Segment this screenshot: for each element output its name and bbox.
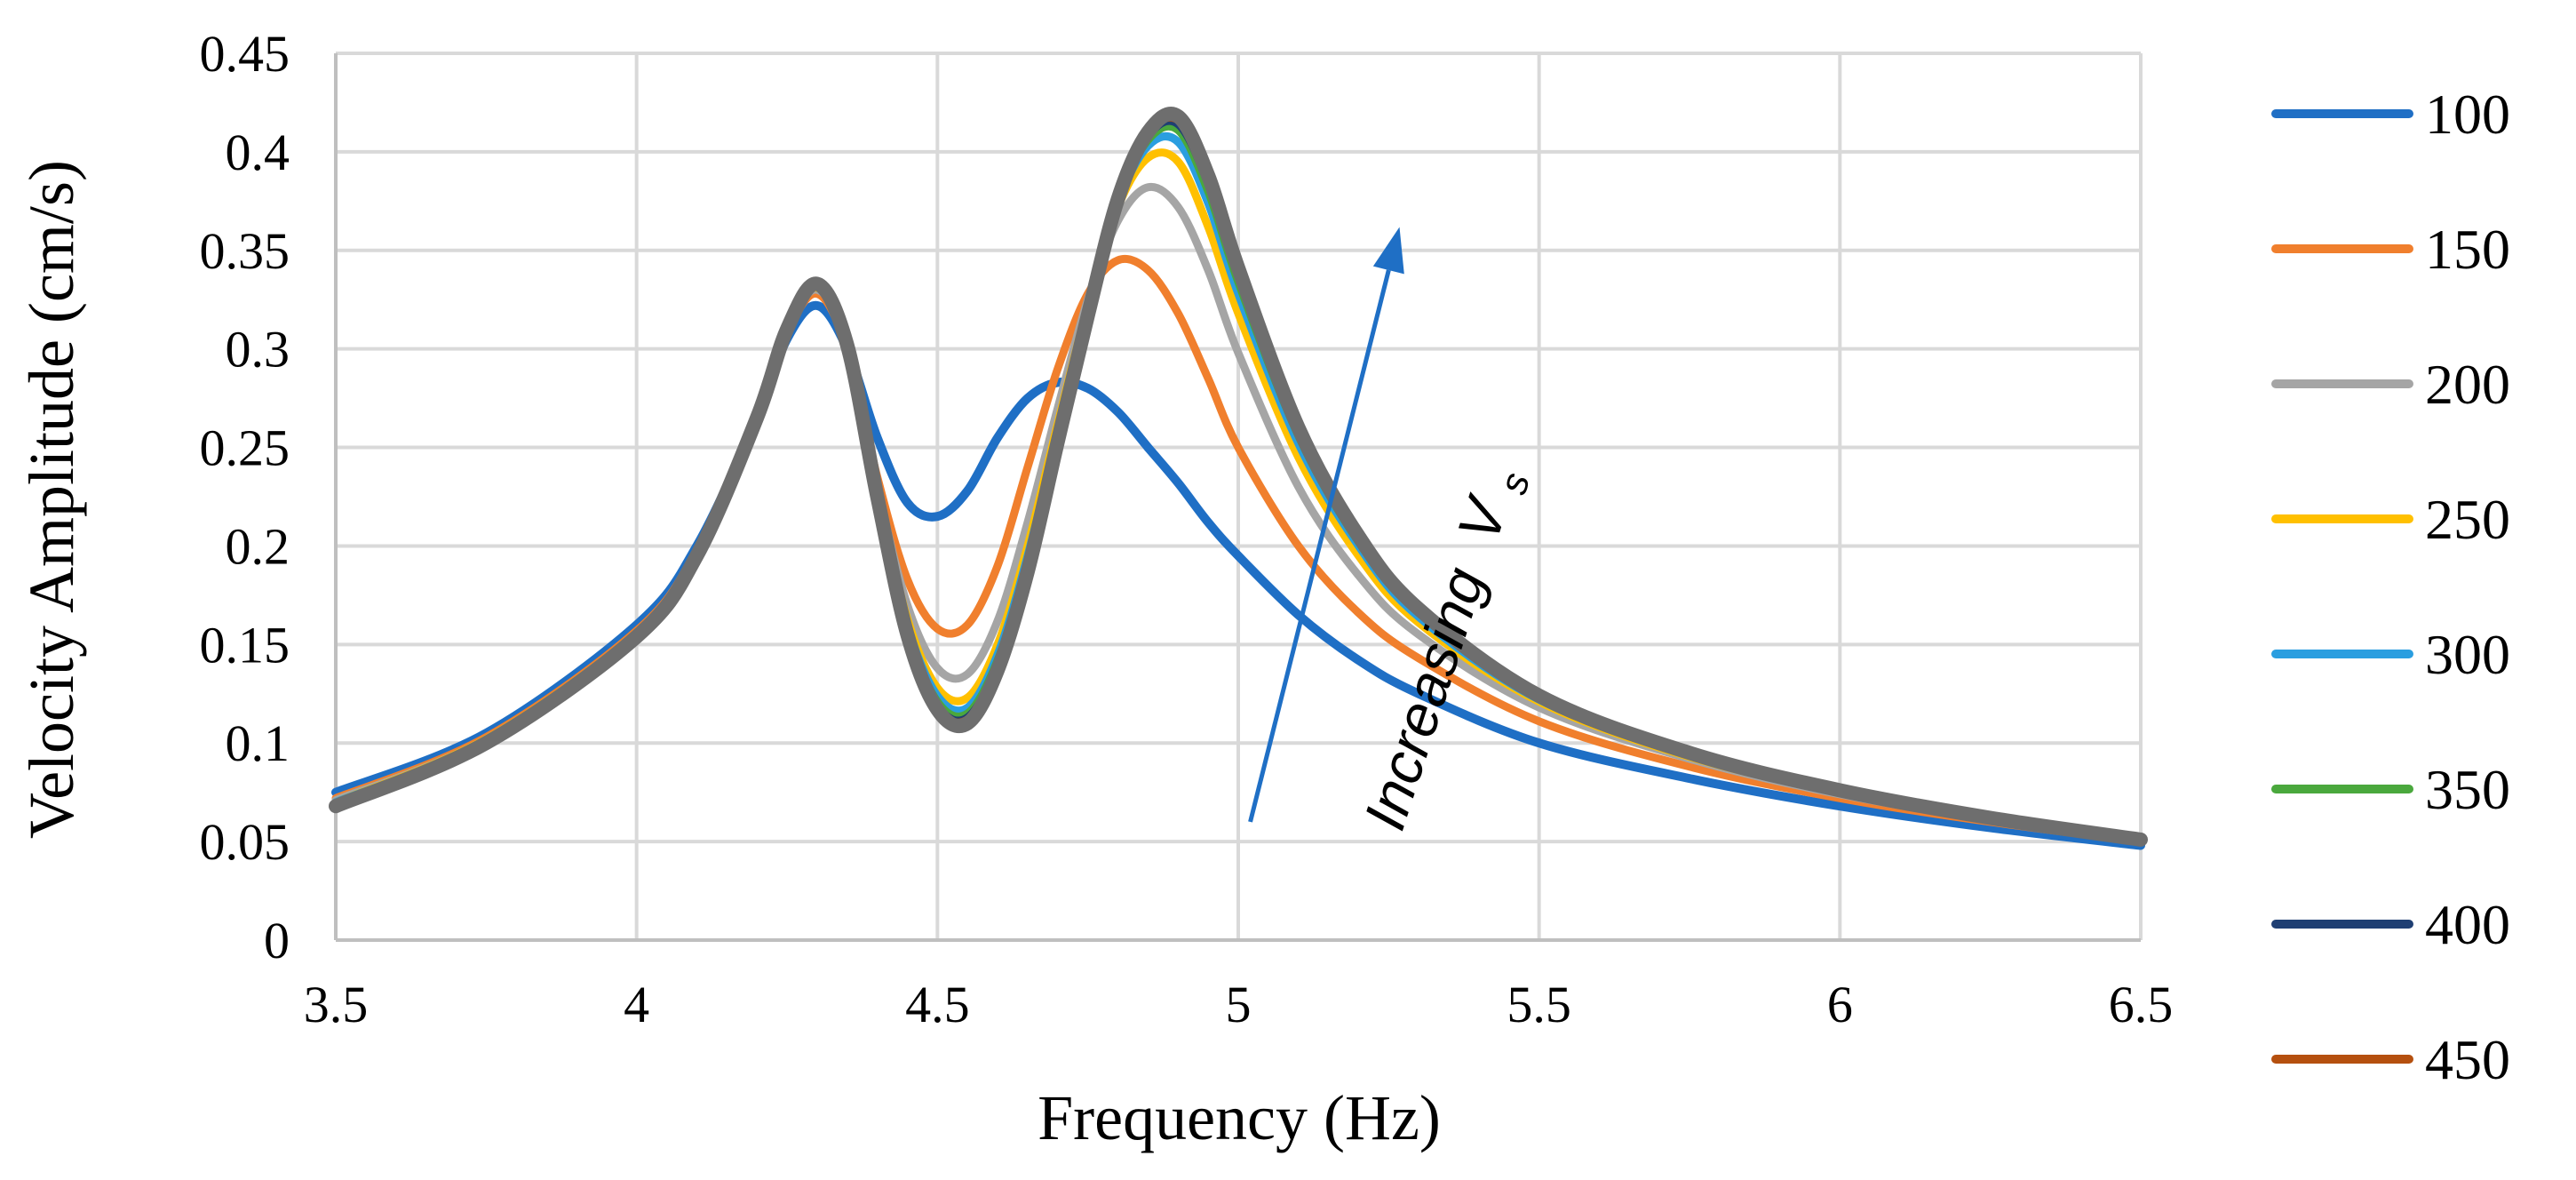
x-axis-title: Frequency (Hz) [1038,1082,1441,1153]
y-tick-label: 0.15 [200,616,290,674]
x-tick-label: 6.5 [2109,976,2174,1033]
x-tick-label: 6 [1827,976,1853,1033]
vs-subscript: s [1491,467,1538,499]
series-line-envelope [329,107,2148,847]
legend-label: 350 [2425,758,2510,821]
vs-symbol: V [1444,487,1521,549]
increasing-vs-label: Increasing V s [1351,458,1538,840]
legend-label: 400 [2425,893,2510,956]
increasing-text: Increasing [1351,560,1498,838]
legend-label: 100 [2425,83,2510,146]
y-axis-title: Velocity Amplitude (cm/s) [16,160,87,839]
x-tick-label: 5 [1226,976,1252,1033]
legend-label: 200 [2425,353,2510,416]
legend-label: 150 [2425,218,2510,281]
arrow-head [1372,227,1404,275]
increasing-vs-arrow [1248,269,1391,823]
y-tick-label: 0.25 [200,419,290,477]
tick-labels: 3.5 4 4.5 5 5.5 6 6.5 0 0.05 0.1 0.15 0.2 0.25 0.3 0.3… [200,25,2174,1033]
x-tick-label: 4 [624,976,649,1033]
y-tick-label: 0.35 [200,222,290,280]
y-tick-label: 0.05 [200,813,290,871]
x-tick-label: 5.5 [1507,976,1571,1033]
legend-label: 300 [2425,623,2510,686]
y-tick-label: 0.45 [200,25,290,83]
y-tick-label: 0.4 [226,124,290,181]
series-lines [329,107,2148,850]
legend: 100 150 200 250 300 350 400 450 [2271,83,2510,1091]
legend-label: 250 [2425,488,2510,551]
legend-label: 450 [2425,1028,2510,1091]
x-tick-label: 4.5 [905,976,970,1033]
y-tick-label: 0 [264,912,290,969]
x-tick-label: 3.5 [304,976,369,1033]
y-tick-label: 0.2 [226,517,290,575]
y-tick-label: 0.1 [226,714,290,772]
y-tick-label: 0.3 [226,321,290,379]
